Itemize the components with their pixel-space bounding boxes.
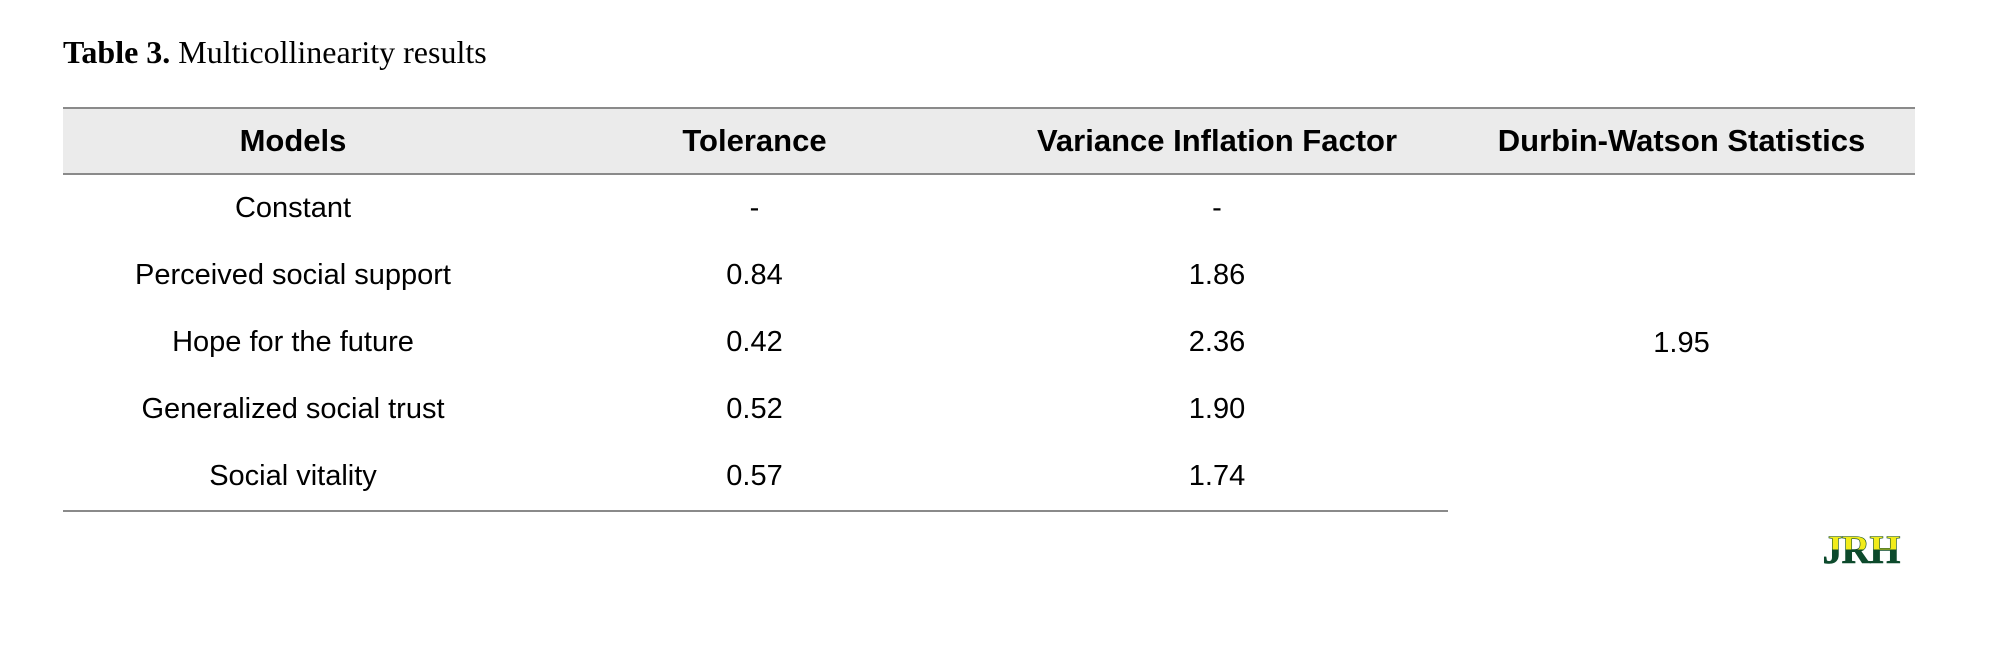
journal-logo: JRH <box>1822 530 1901 568</box>
cell-vif: 1.74 <box>986 443 1448 512</box>
cell-vif: - <box>1212 192 1222 224</box>
cell-durbin-watson: 1.95 <box>1653 326 1710 359</box>
logo-text: JRH <box>1823 530 1901 568</box>
cell-tolerance: 0.84 <box>726 259 783 291</box>
header-durbin-watson: Durbin-Watson Statistics <box>1497 123 1866 158</box>
caption-label: Table 3. <box>63 34 171 70</box>
cell-tolerance: 0.57 <box>523 443 986 512</box>
cell-model: Hope for the future <box>172 326 414 358</box>
cell-model: Generalized social trust <box>141 393 445 425</box>
results-table-container: Models Tolerance Variance Inflation Fact… <box>63 107 1915 512</box>
multicollinearity-table: Models Tolerance Variance Inflation Fact… <box>63 107 1915 512</box>
table-row: Perceived social support 0.84 1.86 <box>63 242 1915 309</box>
table-row: Constant - - 1.95 <box>63 174 1915 359</box>
cell-vif: 1.86 <box>1188 259 1246 291</box>
cell-tolerance: 0.52 <box>726 393 783 425</box>
table-header-row: Models Tolerance Variance Inflation Fact… <box>63 108 1915 174</box>
header-models: Models <box>239 123 347 158</box>
table-row: Social vitality 0.57 1.74 <box>63 443 1915 512</box>
cell-model: Constant <box>234 192 352 224</box>
header-vif: Variance Inflation Factor <box>1036 123 1398 158</box>
cell-model: Social vitality <box>63 443 523 512</box>
cell-model: Perceived social support <box>135 259 451 291</box>
table-row: Hope for the future 0.42 2.36 <box>63 309 1915 376</box>
cell-vif: 1.90 <box>1188 393 1246 425</box>
header-tolerance: Tolerance <box>682 123 827 158</box>
cell-vif: 2.36 <box>1188 326 1246 358</box>
cell-tolerance: 0.42 <box>726 326 783 358</box>
table-row: Generalized social trust 0.52 1.90 <box>63 376 1915 443</box>
caption-title: Multicollinearity results <box>178 34 487 70</box>
table-caption: Table 3. Multicollinearity results <box>63 30 487 74</box>
cell-tolerance: - <box>749 192 760 224</box>
